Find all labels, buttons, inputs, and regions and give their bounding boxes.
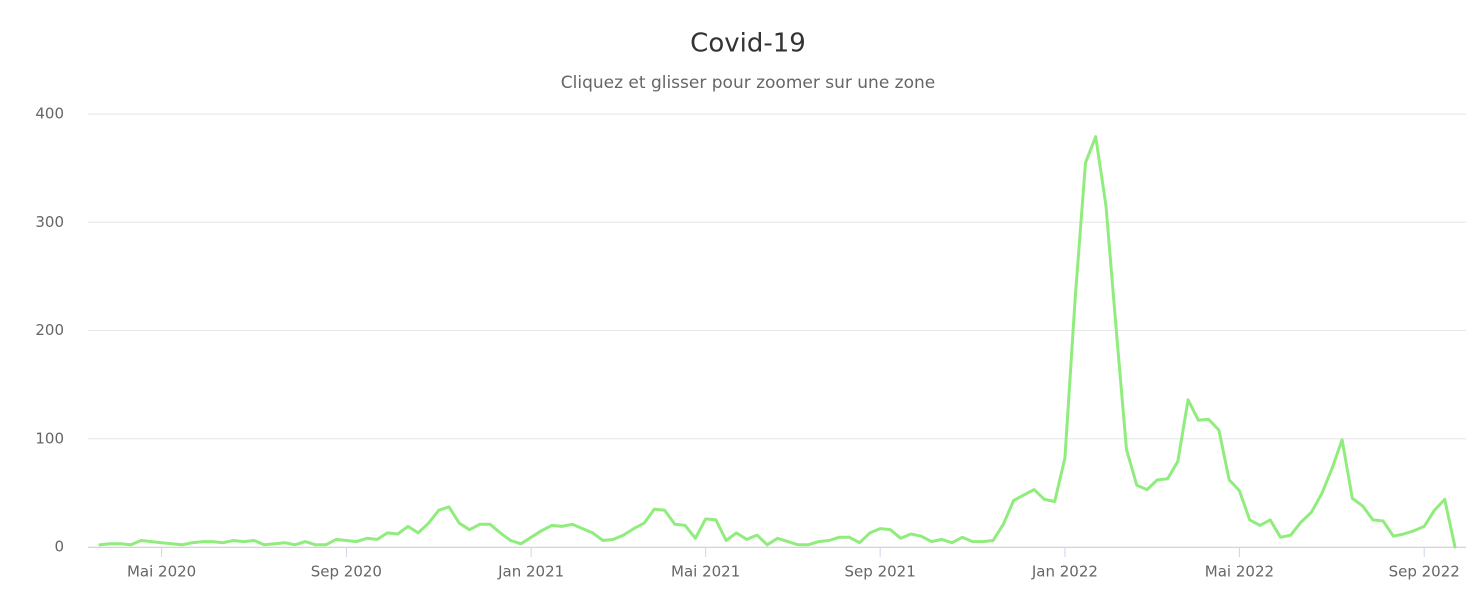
y-tick-label: 300 (35, 213, 64, 231)
chart-subtitle: Cliquez et glisser pour zoomer sur une z… (561, 73, 936, 93)
x-tick-label: Sep 2021 (845, 563, 916, 581)
y-tick-label: 400 (35, 105, 64, 123)
y-tick-label: 0 (54, 538, 64, 556)
chart-title: Covid-19 (690, 29, 806, 59)
data-line (98, 135, 1457, 549)
x-tick-label: Sep 2022 (1389, 563, 1460, 581)
x-tick-label: Jan 2021 (497, 563, 564, 581)
x-tick-label: Mai 2022 (1205, 563, 1274, 581)
x-tick-label: Mai 2020 (127, 563, 196, 581)
y-tick-label: 100 (35, 429, 64, 447)
y-tick-label: 200 (35, 321, 64, 339)
x-tick-label: Sep 2020 (311, 563, 382, 581)
x-tick-label: Mai 2021 (671, 563, 740, 581)
x-tick-label: Jan 2022 (1031, 563, 1098, 581)
